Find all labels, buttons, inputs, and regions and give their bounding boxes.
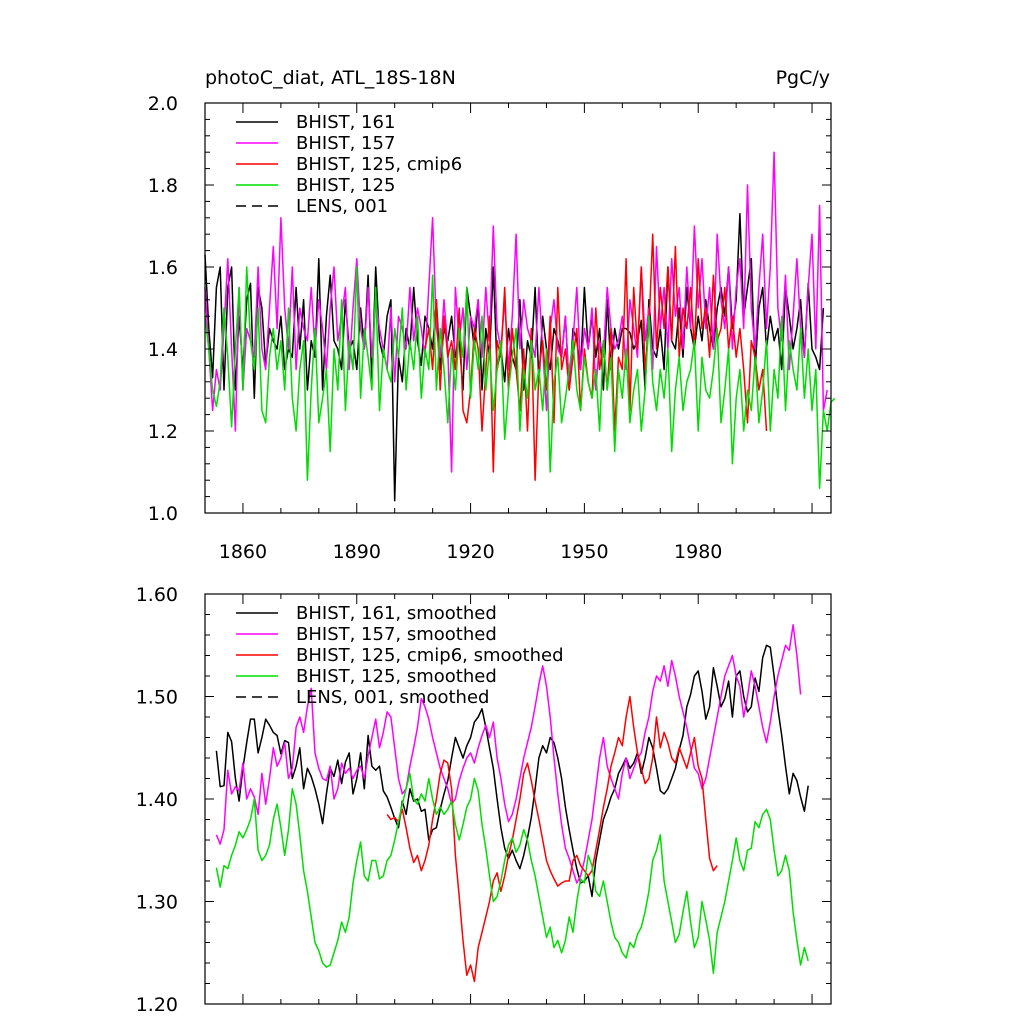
legend-label: BHIST, 161 — [296, 112, 395, 133]
series-line-top-0 — [204, 212, 825, 502]
series-line-top-3 — [204, 266, 836, 490]
x-tick-label: 1920 — [446, 541, 494, 563]
legend-label: BHIST, 157 — [296, 133, 395, 154]
x-tick-label: 1860 — [219, 541, 267, 563]
y-tick-label: 1.40 — [136, 789, 178, 811]
y-tick-label: 1.2 — [148, 421, 178, 443]
top-plot-frame — [204, 102, 832, 514]
chart-title: photoC_diat, ATL_18S-18N — [205, 67, 456, 89]
series-line-bottom-2 — [386, 695, 718, 983]
y-tick-label: 1.4 — [148, 339, 178, 361]
bottom-panel: 1.20 1.30 1.40 1.50 1.60 BHIST, 161, smoothe… — [136, 584, 832, 1016]
legend-label: LENS, 001, smoothed — [296, 687, 489, 708]
legend-label: BHIST, 157, smoothed — [296, 624, 497, 645]
series-line-top-1 — [204, 151, 828, 473]
x-tick-label: 1950 — [560, 541, 608, 563]
y-tick-label: 1.8 — [148, 175, 178, 197]
series-line-top-2 — [424, 233, 768, 481]
legend-label: BHIST, 125, cmip6 — [296, 154, 462, 175]
legend-label: BHIST, 125 — [296, 175, 395, 196]
legend-label: BHIST, 161, smoothed — [296, 603, 497, 624]
y-tick-label: 1.0 — [148, 503, 178, 525]
y-tick-label: 1.30 — [136, 892, 178, 914]
series-line-bottom-0 — [215, 644, 809, 898]
y-tick-label: 1.50 — [136, 687, 178, 709]
top-series-group — [204, 151, 836, 502]
units-label: PgC/y — [776, 67, 830, 89]
legend-label: BHIST, 125, cmip6, smoothed — [296, 645, 564, 666]
legend-label: LENS, 001 — [296, 196, 388, 217]
top-panel: photoC_diat, ATL_18S-18N PgC/y 1.0 1.2 1.4… — [148, 67, 836, 563]
y-tick-label: 1.60 — [136, 584, 178, 606]
legend-label: BHIST, 125, smoothed — [296, 666, 497, 687]
y-tick-label: 2.0 — [148, 93, 178, 115]
bottom-axis-ticks: 1.20 1.30 1.40 1.50 1.60 — [136, 584, 831, 1016]
x-tick-label: 1890 — [333, 541, 381, 563]
y-tick-label: 1.6 — [148, 257, 178, 279]
top-axis-ticks: 1.0 1.2 1.4 1.6 1.8 2.0 1860 1890 1920 1950 1980 — [148, 93, 831, 563]
bottom-plot-frame — [204, 593, 832, 1005]
series-line-bottom-3 — [215, 772, 809, 975]
x-tick-label: 1980 — [674, 541, 722, 563]
y-tick-label: 1.20 — [136, 994, 178, 1016]
bottom-series-group — [215, 624, 809, 983]
